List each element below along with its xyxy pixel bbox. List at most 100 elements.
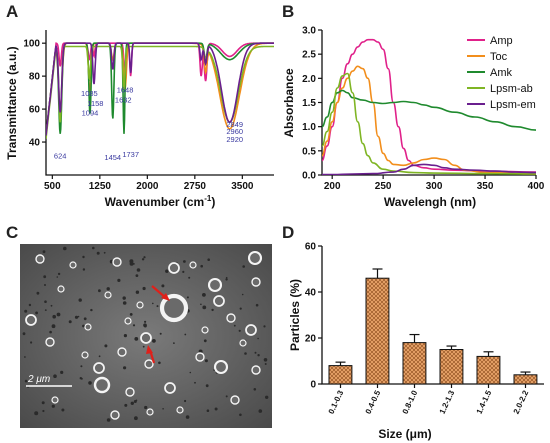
sem-pore <box>28 303 32 307</box>
sem-vesicle <box>93 376 111 394</box>
panel-b-x-tick-label: 250 <box>375 181 392 192</box>
panel-a-peak-label: 1158 <box>87 99 103 108</box>
sem-pore <box>205 384 209 388</box>
sem-pore <box>22 332 26 336</box>
panel-a-x-tick-label: 2750 <box>184 181 207 192</box>
sem-pore <box>204 359 208 363</box>
panel-c-letter: C <box>6 223 18 242</box>
sem-vesicle <box>125 387 135 397</box>
sem-vesicle <box>93 362 105 374</box>
sem-pore <box>162 408 164 410</box>
panel-c-sem-image: C 2 μm <box>6 223 272 428</box>
panel-d-x-tick-label: 1.4-1.5 <box>475 389 494 416</box>
sem-pore <box>53 374 57 379</box>
panel-d-axes: 0 20 40 60 0.1-0.3 0.4-0.5 0.8-1.0 1.2-1.3 1.4-1… <box>305 242 544 416</box>
sem-pore <box>98 289 101 293</box>
sem-vesicle <box>110 410 120 420</box>
sem-pore <box>51 324 56 329</box>
panel-d-size-chart: D Particles (%) Size (μm) 0 20 40 60 0.1-0.3… <box>282 223 544 441</box>
sem-pore <box>214 407 218 411</box>
sem-pore <box>134 416 138 421</box>
panel-a-x-tick-label: 3500 <box>231 181 254 192</box>
panel-b-x-tick-label: 300 <box>426 181 443 192</box>
panel-b-series-line-lpsm-em <box>322 163 536 175</box>
sem-pore <box>124 403 128 407</box>
sem-pore <box>257 354 260 357</box>
sem-pore <box>130 401 134 405</box>
sem-pore <box>159 332 162 335</box>
sem-pore <box>123 334 127 338</box>
sem-pore <box>96 251 100 255</box>
sem-pore <box>184 333 187 336</box>
sem-pore <box>264 363 267 365</box>
sem-pore <box>225 276 228 279</box>
panel-a-peak-label: 2960 <box>226 127 243 136</box>
sem-pore <box>202 293 206 297</box>
sem-pore <box>165 269 169 273</box>
sem-pore <box>98 355 101 358</box>
panel-a-y-tick-label: 100 <box>23 39 40 50</box>
panel-d-x-tick-label: 2.0-2.2 <box>512 389 531 416</box>
sem-pore <box>122 296 126 300</box>
sem-pore <box>123 366 127 370</box>
sem-vesicle <box>112 257 122 267</box>
sem-pore <box>134 337 139 341</box>
sem-pore <box>90 308 93 312</box>
sem-pore <box>254 351 257 354</box>
sem-pore <box>82 255 85 259</box>
sem-pore <box>52 314 56 319</box>
sem-pore <box>263 358 268 362</box>
sem-pore <box>63 246 67 251</box>
sem-pore <box>142 345 145 348</box>
sem-pore <box>152 339 156 343</box>
sem-vesicle <box>69 261 77 269</box>
sem-pore <box>255 303 259 307</box>
scale-bar-label: 2 μm <box>27 374 50 385</box>
sem-pore <box>79 377 83 380</box>
sem-pore <box>207 258 210 262</box>
sem-pore <box>135 290 140 294</box>
sem-pore <box>61 408 65 412</box>
sem-vesicle <box>104 291 112 299</box>
sem-pore <box>225 395 228 398</box>
panel-a-peak-label: 1632 <box>115 96 132 105</box>
sem-pore <box>56 312 61 317</box>
panel-d-bar <box>439 349 464 385</box>
sem-vesicle <box>213 359 229 375</box>
sem-pore <box>239 413 242 417</box>
panel-b-x-tick-label: 200 <box>324 181 341 192</box>
sem-pore <box>206 409 210 413</box>
sem-vesicle <box>195 352 205 362</box>
sem-pore <box>103 251 106 254</box>
sem-pore <box>211 308 214 312</box>
sem-vesicle <box>45 337 55 347</box>
sem-vesicle <box>207 277 223 293</box>
sem-pore <box>135 274 139 277</box>
sem-pore <box>132 324 136 327</box>
panel-a-y-tick-label: 80 <box>29 72 41 83</box>
panel-d-y-tick-label: 20 <box>305 334 317 345</box>
sem-pore <box>233 324 236 327</box>
sem-pore <box>24 356 26 358</box>
sem-pore <box>143 324 147 328</box>
sem-pore <box>158 361 161 365</box>
sem-pore <box>35 311 38 315</box>
panel-d-bars <box>328 268 538 385</box>
sem-pore <box>257 337 259 340</box>
panel-d-bar <box>328 365 353 385</box>
sem-pore <box>74 315 79 319</box>
sem-pore <box>142 286 146 291</box>
sem-vesicle <box>230 395 240 405</box>
sem-pore <box>144 405 148 410</box>
sem-vesicle <box>226 313 236 323</box>
sem-vesicle <box>84 323 92 331</box>
panel-b-y-tick-label: 0.0 <box>302 171 316 182</box>
sem-pore <box>189 371 192 374</box>
sem-pore <box>30 341 33 344</box>
sem-pore <box>173 342 175 344</box>
sem-pore <box>50 304 53 307</box>
legend-label-lpsm-em: Lpsm-em <box>490 99 536 111</box>
sem-vesicle <box>51 396 59 404</box>
sem-pore <box>129 313 133 316</box>
panel-b-uv-chart: B Absorbance Wavelengh (nm) 200 250 300 350… <box>282 2 545 209</box>
